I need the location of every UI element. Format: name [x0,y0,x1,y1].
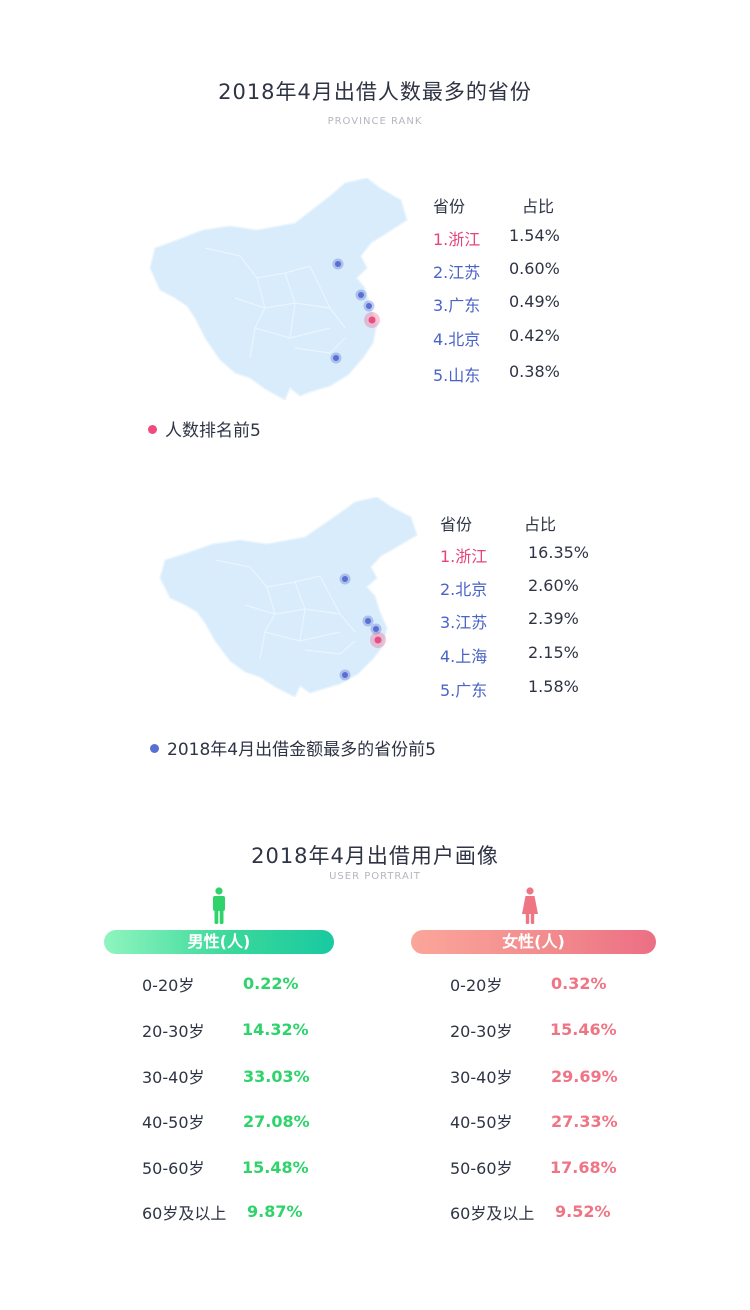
rank-value: 2.60% [528,576,579,595]
age-label: 0-20岁 [450,976,503,995]
age-percent: 17.68% [550,1158,617,1177]
section1-title: 2018年4月出借人数最多的省份 [218,80,532,104]
rank-value: 1.54% [509,226,560,245]
legend-amount: 2018年4月出借金额最多的省份前5 [150,735,436,760]
rank-name: 3.江苏 [440,613,488,632]
col-header-share: 占比 [522,197,555,216]
map-markers [339,573,386,681]
female-icon [522,887,538,924]
legend-label: 2018年4月出借金额最多的省份前5 [167,740,436,760]
age-percent: 9.52% [555,1202,611,1221]
age-percent: 33.03% [243,1067,310,1086]
col-header-province: 省份 [433,197,466,216]
rank-value: 1.58% [528,677,579,696]
rank-name: 5.广东 [440,681,488,700]
age-label: 20-30岁 [142,1022,205,1041]
china-map-people [149,178,408,400]
age-label: 30-40岁 [450,1068,513,1087]
legend-dot-icon [148,424,157,434]
age-label: 40-50岁 [450,1113,513,1132]
section1-subtitle: PROVINCE RANK [327,116,423,127]
age-percent: 0.22% [243,974,299,993]
col-header-share: 占比 [524,515,557,534]
rank-value: 2.15% [528,643,579,662]
col-header-province: 省份 [440,515,473,534]
rank-name: 5.山东 [433,366,481,385]
rank-name: 3.广东 [433,296,481,315]
age-percent: 27.08% [243,1112,310,1131]
rank-name: 1.浙江 [440,547,488,566]
age-label: 0-20岁 [142,976,195,995]
age-percent: 27.33% [551,1112,618,1131]
rank-name: 2.北京 [440,580,488,599]
rank-value: 0.49% [509,292,560,311]
age-percent: 29.69% [551,1067,618,1086]
rank-value: 2.39% [528,609,579,628]
rank-name: 4.上海 [440,647,488,666]
age-label: 30-40岁 [142,1068,205,1087]
section3-title: 2018年4月出借用户画像 [251,844,499,868]
legend-dot-icon [150,743,159,753]
rank-name: 1.浙江 [433,230,481,249]
age-percent: 9.87% [247,1202,303,1221]
age-percent: 15.48% [242,1158,309,1177]
male-icon [213,887,225,924]
china-map-amount [159,497,418,697]
age-label: 20-30岁 [450,1022,513,1041]
age-label: 40-50岁 [142,1113,205,1132]
age-label: 60岁及以上 [450,1204,535,1223]
age-percent: 14.32% [242,1020,309,1039]
rank-value: 0.60% [509,259,560,278]
rank-value: 0.42% [509,326,560,345]
age-label: 60岁及以上 [142,1204,227,1223]
legend-label: 人数排名前5 [165,421,261,441]
age-percent: 0.32% [551,974,607,993]
age-label: 50-60岁 [450,1159,513,1178]
age-label: 50-60岁 [142,1159,205,1178]
rank-name: 2.江苏 [433,263,481,282]
male-pill: 男性(人) [104,930,334,954]
rank-name: 4.北京 [433,330,481,349]
age-percent: 15.46% [550,1020,617,1039]
map-markers [330,258,380,364]
legend-people: 人数排名前5 [148,416,261,441]
female-pill: 女性(人) [411,930,656,954]
rank-value: 16.35% [528,543,590,562]
section3-subtitle: USER PORTRAIT [329,871,421,882]
rank-value: 0.38% [509,362,560,381]
